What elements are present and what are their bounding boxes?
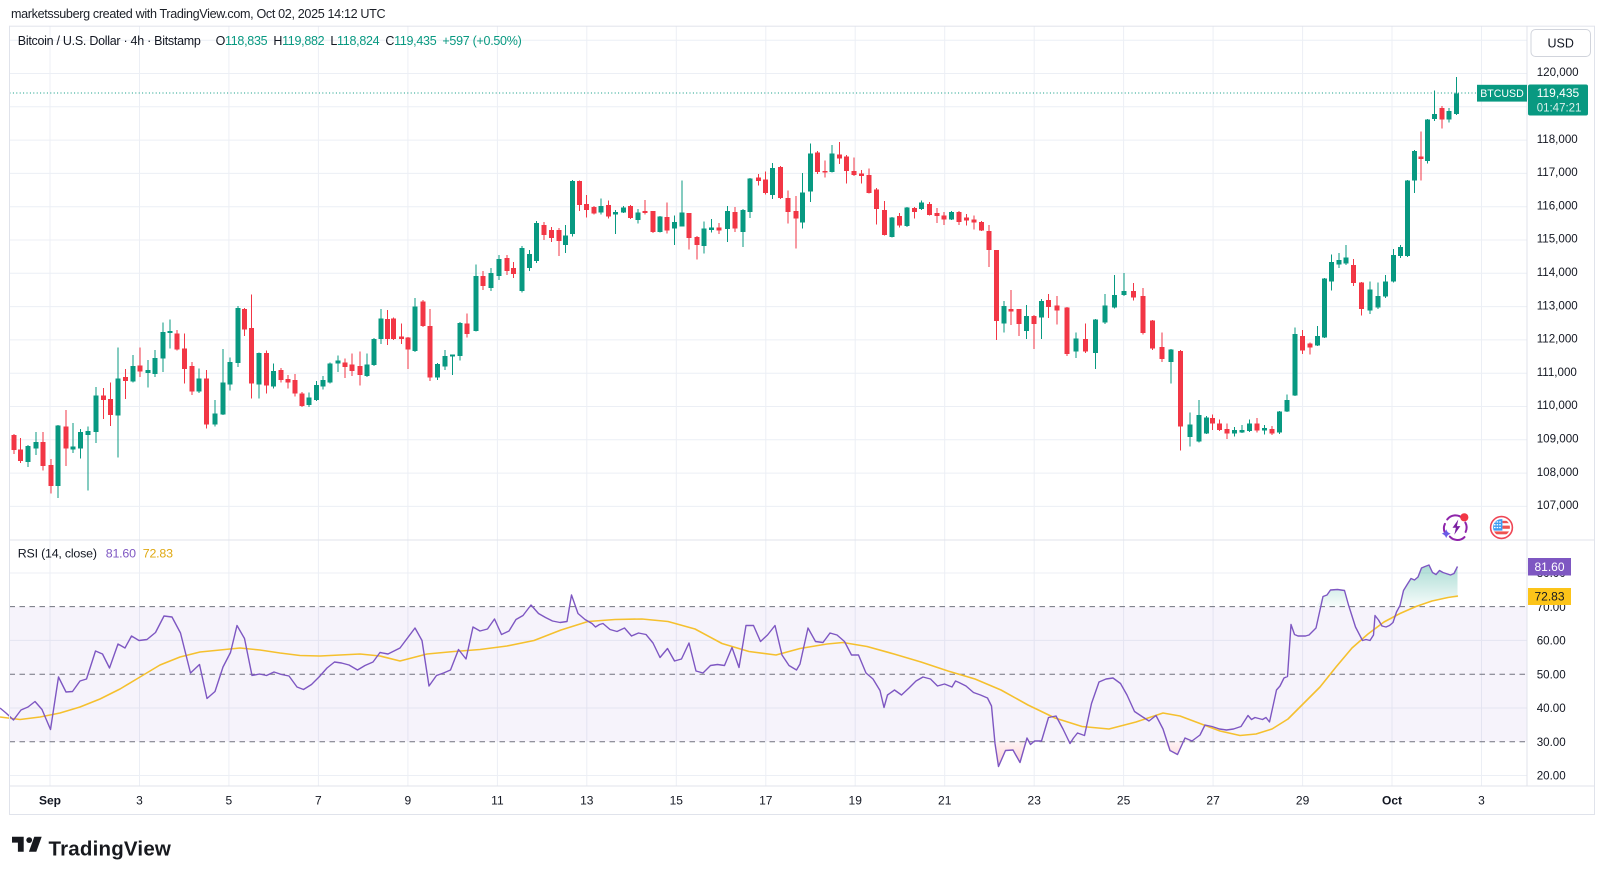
svg-text:USD: USD — [1547, 37, 1573, 51]
svg-text:7: 7 — [315, 794, 322, 808]
svg-text:50.00: 50.00 — [1537, 668, 1566, 681]
svg-text:81.60: 81.60 — [1534, 560, 1564, 574]
svg-text:25: 25 — [1117, 794, 1131, 808]
svg-text:113,000: 113,000 — [1537, 299, 1578, 312]
svg-text:108,000: 108,000 — [1537, 466, 1579, 479]
svg-text:118,000: 118,000 — [1537, 133, 1578, 146]
svg-text:120,000: 120,000 — [1537, 66, 1579, 79]
svg-text:115,000: 115,000 — [1537, 233, 1578, 246]
svg-text:Bitcoin / U.S. Dollar · 4h · B: Bitcoin / U.S. Dollar · 4h · Bitstamp O11… — [18, 34, 522, 48]
svg-text:29: 29 — [1296, 794, 1310, 808]
svg-text:30.00: 30.00 — [1537, 736, 1566, 749]
svg-text:19: 19 — [849, 794, 863, 808]
svg-text:5: 5 — [226, 794, 233, 808]
svg-text:40.00: 40.00 — [1537, 702, 1566, 715]
svg-text:116,000: 116,000 — [1537, 199, 1578, 212]
svg-text:107,000: 107,000 — [1537, 499, 1579, 512]
svg-text:13: 13 — [580, 794, 594, 808]
svg-text:marketssuberg created with Tra: marketssuberg created with TradingView.c… — [11, 7, 386, 21]
svg-text:119,435: 119,435 — [1537, 86, 1580, 100]
svg-text:60.00: 60.00 — [1537, 635, 1566, 648]
svg-text:TradingView: TradingView — [49, 838, 172, 861]
svg-text:3: 3 — [136, 794, 143, 808]
svg-text:27: 27 — [1206, 794, 1220, 808]
svg-text:9: 9 — [405, 794, 412, 808]
svg-text:72.83: 72.83 — [1534, 590, 1564, 604]
svg-text:112,000: 112,000 — [1537, 333, 1578, 346]
svg-text:21: 21 — [938, 794, 952, 808]
svg-text:17: 17 — [759, 794, 773, 808]
svg-text:Oct: Oct — [1382, 794, 1402, 808]
svg-text:114,000: 114,000 — [1537, 266, 1578, 279]
svg-text:BTCUSD: BTCUSD — [1480, 88, 1524, 100]
svg-text:Sep: Sep — [39, 794, 61, 808]
svg-text:01:47:21: 01:47:21 — [1537, 103, 1582, 115]
svg-text:11: 11 — [491, 794, 504, 808]
svg-text:110,000: 110,000 — [1537, 399, 1578, 412]
svg-text:111,000: 111,000 — [1537, 366, 1577, 379]
svg-text:15: 15 — [670, 794, 684, 808]
svg-text:3: 3 — [1478, 794, 1485, 808]
svg-text:20.00: 20.00 — [1537, 770, 1566, 783]
svg-text:117,000: 117,000 — [1537, 166, 1578, 179]
svg-text:109,000: 109,000 — [1537, 433, 1579, 446]
svg-text:23: 23 — [1028, 794, 1042, 808]
